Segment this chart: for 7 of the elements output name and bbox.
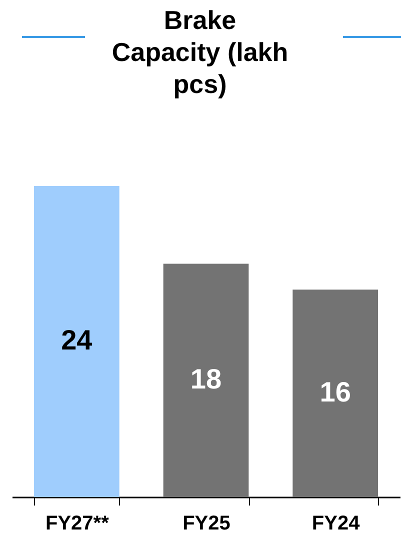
data-label: 16 bbox=[320, 376, 351, 408]
chart-title: Brake Capacity (lakh pcs) bbox=[110, 4, 290, 100]
x-tick-label: FY24 bbox=[312, 512, 361, 534]
data-label: 24 bbox=[61, 324, 93, 356]
x-tick-label: FY27** bbox=[45, 512, 110, 534]
data-label: 18 bbox=[190, 363, 222, 394]
x-tick-label: FY25 bbox=[182, 512, 230, 534]
